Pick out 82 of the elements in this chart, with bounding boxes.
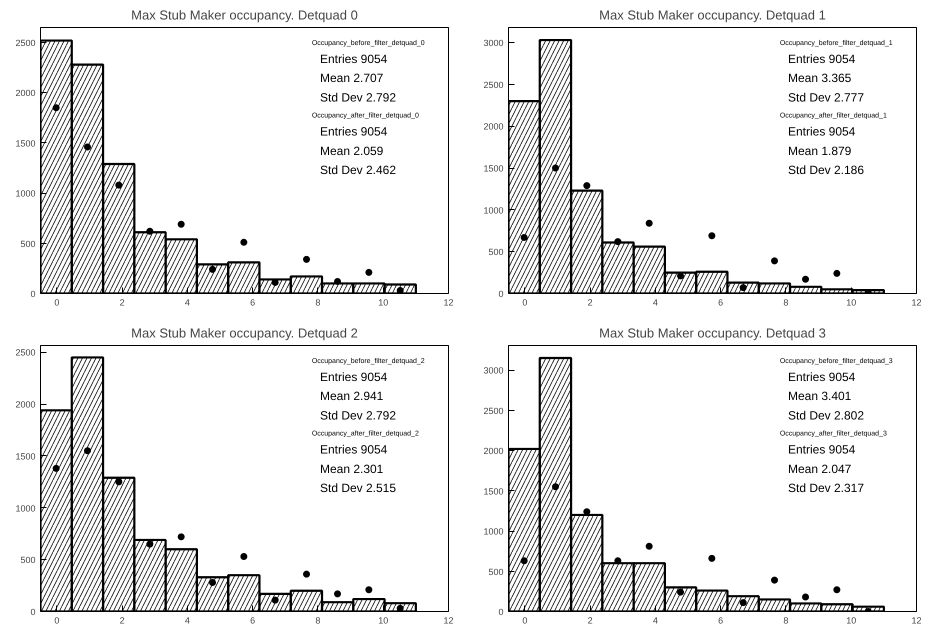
y-tick-label: 2500	[15, 38, 36, 48]
annotation: Entries 9054	[320, 124, 388, 139]
x-tick-label: 4	[184, 298, 190, 308]
x-tick-label: 0	[54, 616, 60, 626]
annotation: Entries 9054	[788, 442, 856, 457]
annotation: Std Dev 2.792	[320, 408, 396, 422]
x-tick-label: 6	[718, 616, 724, 626]
x-tick-label: 12	[443, 298, 454, 308]
annotation: Entries 9054	[788, 124, 856, 139]
annotation: Entries 9054	[320, 52, 388, 66]
x-tick-label: 6	[250, 298, 256, 308]
y-tick-label: 2500	[15, 348, 36, 358]
annotation: Mean 2.941	[320, 389, 384, 404]
annotation: Std Dev 2.777	[788, 90, 864, 104]
y-tick-label: 0	[30, 289, 36, 299]
y-tick-label: 2000	[15, 88, 36, 98]
annotation: Std Dev 2.186	[788, 163, 864, 178]
y-tick-label: 0	[498, 289, 504, 299]
x-tick-label: 12	[443, 616, 454, 626]
y-tick-label: 1000	[15, 503, 36, 514]
x-tick-label: 10	[378, 616, 388, 626]
y-tick-label: 3000	[483, 38, 504, 48]
y-tick-label: 500	[488, 566, 504, 577]
x-tick-label: 8	[315, 616, 320, 626]
annotation: Mean 3.365	[788, 71, 852, 86]
x-tick-label: 8	[783, 616, 788, 626]
annotation: Std Dev 2.792	[320, 90, 396, 104]
annotation: Entries 9054	[788, 52, 856, 66]
y-tick-label: 2500	[483, 80, 504, 90]
x-tick-label: 0	[54, 298, 60, 308]
y-tick-label: 2000	[15, 400, 36, 410]
y-tick-label: 1500	[15, 138, 36, 148]
y-tick-label: 0	[30, 607, 36, 617]
x-tick-label: 2	[588, 616, 593, 626]
y-tick-label: 0	[498, 607, 504, 617]
annotation: Mean 2.059	[320, 144, 384, 158]
x-tick-label: 10	[846, 616, 856, 626]
annotation: Std Dev 2.802	[788, 408, 864, 422]
annotation: Mean 2.301	[320, 462, 384, 476]
x-tick-label: 8	[783, 298, 788, 308]
annotation: Mean 3.401	[788, 389, 852, 404]
y-tick-label: 1500	[483, 486, 504, 496]
x-tick-label: 0	[522, 616, 528, 626]
y-tick-label: 500	[20, 238, 36, 249]
x-tick-label: 0	[522, 298, 528, 308]
y-tick-label: 1000	[15, 188, 36, 199]
annotation: Mean 2.707	[320, 71, 384, 86]
y-tick-label: 3000	[483, 366, 504, 376]
x-tick-label: 4	[184, 616, 190, 626]
x-tick-label: 12	[911, 298, 922, 308]
x-tick-label: 2	[120, 298, 125, 308]
chart-title: Max Stub Maker occupancy. Detquad 1	[599, 8, 826, 22]
x-tick-label: 6	[718, 298, 724, 308]
x-tick-label: 10	[378, 298, 388, 308]
x-tick-label: 2	[588, 298, 593, 308]
x-tick-label: 6	[250, 616, 256, 626]
y-tick-label: 2500	[483, 406, 504, 416]
y-tick-label: 500	[20, 555, 36, 566]
annotation: Entries 9054	[320, 370, 388, 384]
chart-title: Max Stub Maker occupancy. Detquad 2	[131, 326, 358, 340]
annotation: Mean 1.879	[788, 144, 852, 158]
x-tick-label: 4	[652, 298, 658, 308]
x-tick-label: 4	[652, 616, 658, 626]
y-tick-label: 1000	[483, 205, 504, 216]
chart-title: Max Stub Maker occupancy. Detquad 3	[599, 326, 826, 340]
annotation: Mean 2.047	[788, 462, 852, 476]
annotation: Std Dev 2.515	[320, 481, 396, 496]
y-tick-label: 1500	[483, 164, 504, 174]
y-tick-label: 1500	[15, 451, 36, 462]
annotation: Std Dev 2.462	[320, 163, 396, 178]
annotation: Std Dev 2.317	[788, 481, 864, 496]
annotation: Entries 9054	[788, 370, 856, 384]
y-tick-label: 2000	[483, 122, 504, 132]
x-tick-label: 10	[846, 298, 856, 308]
y-tick-label: 2000	[483, 446, 504, 456]
x-tick-label: 2	[120, 616, 125, 626]
y-tick-label: 500	[488, 247, 504, 258]
annotation: Entries 9054	[320, 442, 388, 457]
x-tick-label: 8	[315, 298, 320, 308]
chart-title: Max Stub Maker occupancy. Detquad 0	[131, 8, 358, 22]
x-tick-label: 12	[911, 616, 922, 626]
y-tick-label: 1000	[483, 526, 504, 537]
